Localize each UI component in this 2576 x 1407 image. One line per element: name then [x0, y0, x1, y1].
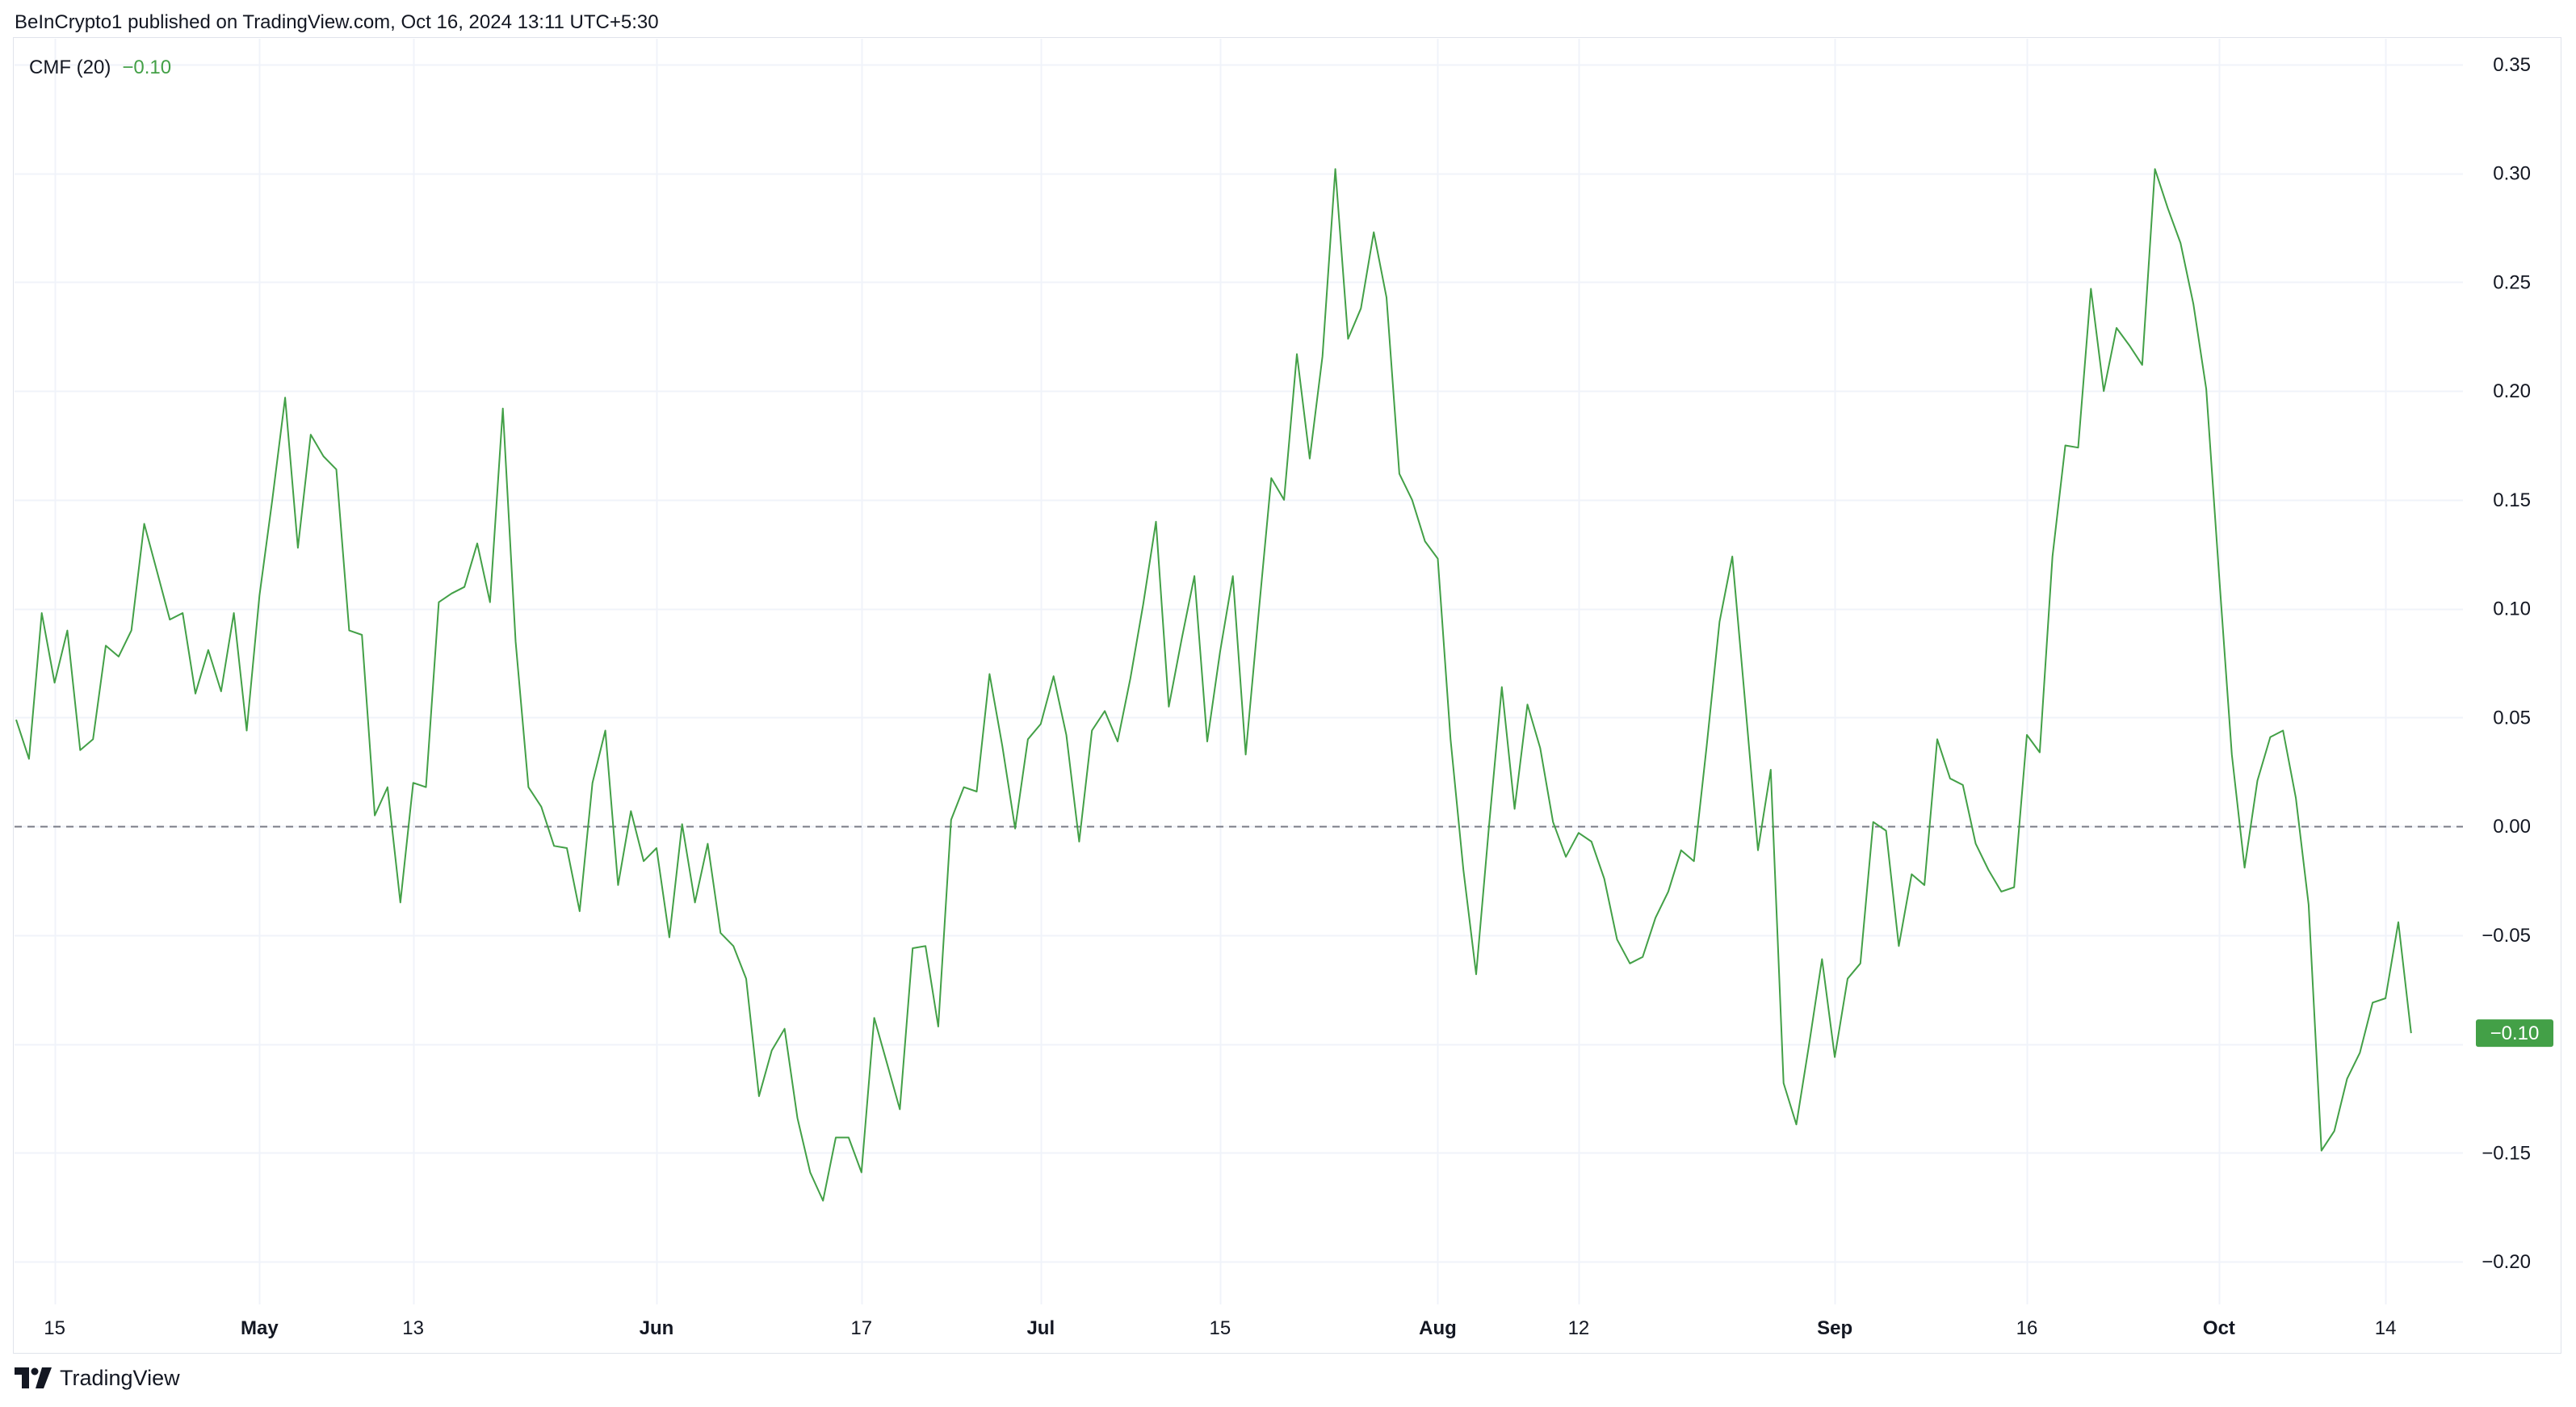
- y-tick-label: 0.25: [2493, 271, 2531, 293]
- x-tick-label: 17: [850, 1317, 872, 1339]
- x-tick-label: 15: [44, 1317, 65, 1339]
- y-axis[interactable]: 0.35 0.30 0.25 0.20 0.15 0.10 0.05 0.00 −0.05 −0.…: [2482, 54, 2531, 1273]
- y-tick-label: 0.10: [2493, 598, 2531, 620]
- x-tick-label: Sep: [1817, 1317, 1852, 1339]
- y-tick-label: 0.30: [2493, 163, 2531, 185]
- x-tick-label: May: [241, 1317, 279, 1339]
- x-axis[interactable]: 15 May 13 Jun 17 Jul 15 Aug 12 Sep 16 Oct 14: [44, 1317, 2396, 1339]
- y-tick-label: 0.00: [2493, 816, 2531, 838]
- indicator-value: −0.10: [122, 57, 172, 78]
- y-tick-label: −0.05: [2482, 925, 2531, 947]
- series-layer: [15, 168, 2412, 1202]
- chart-pane[interactable]: [13, 37, 2561, 1354]
- y-tick-label: 0.15: [2493, 489, 2531, 511]
- x-tick-label: 16: [2016, 1317, 2038, 1339]
- indicator-legend[interactable]: CMF (20) −0.10: [29, 57, 171, 79]
- last-value-layer: −0.10: [2476, 1019, 2553, 1048]
- x-tick-label: Jun: [640, 1317, 674, 1339]
- x-tick-label: Jul: [1026, 1317, 1055, 1339]
- x-tick-label: 14: [2375, 1317, 2397, 1339]
- publish-info: BeInCrypto1 published on TradingView.com…: [15, 11, 659, 33]
- x-tick-label: Oct: [2203, 1317, 2235, 1339]
- cmf-series-line: [15, 168, 2412, 1202]
- y-tick-label: 0.05: [2493, 707, 2531, 729]
- y-tick-label: −0.15: [2482, 1142, 2531, 1164]
- last-value-badge: [2476, 1019, 2553, 1048]
- x-tick-label: Aug: [1419, 1317, 1457, 1339]
- tradingview-logo[interactable]: TradingView: [15, 1363, 180, 1392]
- y-tick-label: 0.20: [2493, 380, 2531, 402]
- y-tick-label: 0.35: [2493, 54, 2531, 76]
- y-tick-label: −0.20: [2482, 1251, 2531, 1273]
- x-tick-label: 12: [1568, 1317, 1590, 1339]
- grid-lines: [15, 39, 2463, 1304]
- x-tick-label: 15: [1209, 1317, 1231, 1339]
- last-value-label: −0.10: [2490, 1023, 2540, 1044]
- indicator-name: CMF (20): [29, 57, 111, 78]
- x-tick-label: 13: [402, 1317, 424, 1339]
- tradingview-brand: TradingView: [60, 1365, 180, 1390]
- tradingview-logo-icon: [15, 1367, 52, 1388]
